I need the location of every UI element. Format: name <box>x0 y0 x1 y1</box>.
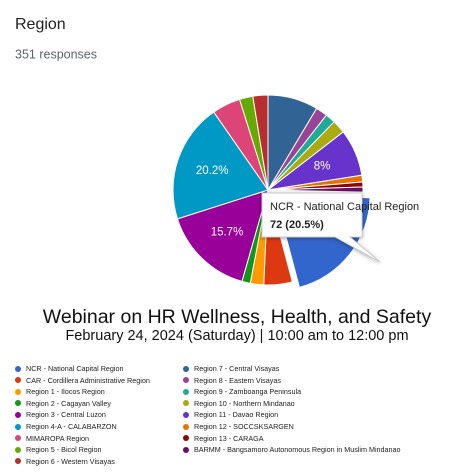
tooltip: NCR - National Capital Region 72 (20.5%) <box>261 192 419 263</box>
slice-label: 20.2% <box>196 165 229 177</box>
banner-subtitle: February 24, 2024 (Saturday) | 10:00 am … <box>65 328 408 344</box>
pie: 15.7% 20.2% 8% <box>172 94 371 289</box>
response-count: 351 responses <box>15 47 97 61</box>
pie-slice <box>267 186 364 193</box>
slice-label: 15.7% <box>211 226 244 238</box>
tooltip-value: 72 (20.5%) <box>270 219 324 231</box>
tooltip-box <box>261 192 381 263</box>
slice-label: 8% <box>314 161 331 173</box>
question-title: Region <box>15 16 66 33</box>
tooltip-name: NCR - National Capital Region <box>270 201 419 213</box>
pie-slice <box>176 189 269 282</box>
pie-slice <box>172 111 269 220</box>
banner-title: Webinar on HR Wellness, Health, and Safe… <box>43 306 432 328</box>
